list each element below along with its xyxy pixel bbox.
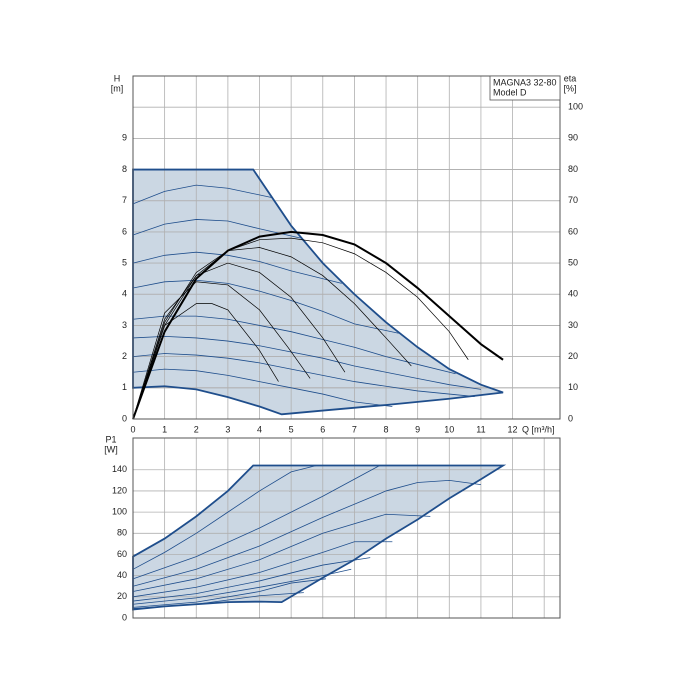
legend-box bbox=[489, 75, 561, 101]
y2-tick-label: 20 bbox=[568, 351, 578, 361]
performance-curve bbox=[132, 592, 304, 609]
x-tick-label: 7 bbox=[352, 424, 357, 434]
y-tick-label: 6 bbox=[122, 226, 127, 236]
y-tick-label: 140 bbox=[112, 464, 127, 474]
efficiency-curve bbox=[132, 237, 469, 420]
y-tick-label: 9 bbox=[122, 133, 127, 143]
y2-tick-label: 90 bbox=[568, 133, 578, 143]
x-tick-label: 12 bbox=[508, 424, 518, 434]
y-tick-label: 80 bbox=[117, 528, 127, 538]
x-tick-label: 11 bbox=[476, 424, 485, 434]
plot: 0 20 40 60 80 100 120 140 bbox=[112, 437, 561, 622]
y-unit: [W] bbox=[104, 444, 118, 454]
y-label: P1 bbox=[105, 434, 116, 444]
y-tick-label: 7 bbox=[122, 195, 127, 205]
performance-curve bbox=[132, 541, 393, 598]
x-tick-label: 0 bbox=[130, 424, 135, 434]
y2-tick-label: 0 bbox=[568, 413, 573, 423]
x-tick-label: 2 bbox=[194, 424, 199, 434]
performance-curve bbox=[132, 368, 393, 407]
performance-curve bbox=[132, 479, 481, 587]
efficiency-curve bbox=[132, 281, 311, 420]
performance-curve bbox=[132, 465, 380, 580]
y-tick-label: 2 bbox=[122, 351, 127, 361]
x-tick-label: 4 bbox=[257, 424, 262, 434]
performance-curve bbox=[132, 513, 431, 592]
y-label: H bbox=[114, 73, 121, 83]
plot: 0 1 2 3 4 5 6 7 8 9 10 11 12012345678901020304050607… bbox=[122, 75, 583, 434]
y-tick-label: 120 bbox=[112, 485, 127, 495]
y2-tick-label: 100 bbox=[568, 102, 583, 112]
y2-tick-label: 10 bbox=[568, 382, 578, 392]
y-tick-label: 3 bbox=[122, 320, 127, 330]
x-tick-label: 3 bbox=[225, 424, 230, 434]
x-tick-label: 9 bbox=[415, 424, 420, 434]
y-tick-label: 0 bbox=[122, 612, 127, 622]
performance-curve bbox=[132, 184, 273, 205]
x-label: Q [m³/h] bbox=[522, 424, 555, 434]
x-tick-label: 10 bbox=[444, 424, 454, 434]
legend-text: MAGNA3 32-80 bbox=[493, 77, 557, 87]
y-tick-label: 20 bbox=[117, 591, 127, 601]
y2-tick-label: 80 bbox=[568, 164, 578, 174]
y2-tick-label: 30 bbox=[568, 320, 578, 330]
x-tick-label: 8 bbox=[384, 424, 389, 434]
y2-tick-label: 60 bbox=[568, 226, 578, 236]
y-tick-label: 1 bbox=[122, 382, 127, 392]
y2-tick-label: 40 bbox=[568, 289, 578, 299]
y-tick-label: 5 bbox=[122, 257, 127, 267]
y-unit: [m] bbox=[111, 83, 124, 93]
plot-frame bbox=[132, 437, 561, 619]
y-tick-label: 8 bbox=[122, 164, 127, 174]
efficiency-curve bbox=[132, 303, 279, 420]
plot-frame bbox=[132, 75, 561, 420]
performance-curve bbox=[132, 465, 317, 570]
y2-unit: [%] bbox=[563, 83, 576, 93]
y2-tick-label: 70 bbox=[568, 195, 578, 205]
performance-curve bbox=[132, 578, 326, 608]
operating-area-outline bbox=[132, 168, 504, 416]
y-tick-label: 60 bbox=[117, 549, 127, 559]
performance-curve bbox=[132, 568, 352, 605]
y2-tick-label: 50 bbox=[568, 257, 578, 267]
y-tick-label: 40 bbox=[117, 570, 127, 580]
x-tick-label: 6 bbox=[320, 424, 325, 434]
x-tick-label: 1 bbox=[162, 424, 167, 434]
x-tick-label: 5 bbox=[289, 424, 294, 434]
y-tick-label: 4 bbox=[122, 289, 127, 299]
efficiency-curve bbox=[132, 230, 504, 420]
performance-curve bbox=[132, 279, 399, 334]
y-tick-label: 0 bbox=[122, 413, 127, 423]
performance-curve bbox=[132, 353, 475, 397]
efficiency-curve bbox=[132, 262, 346, 420]
performance-curve bbox=[132, 557, 371, 602]
y2-label: eta bbox=[564, 73, 577, 83]
performance-curve bbox=[132, 315, 456, 375]
y-tick-label: 100 bbox=[112, 506, 127, 516]
performance-curve bbox=[132, 219, 301, 239]
performance-curve bbox=[132, 251, 342, 284]
operating-area bbox=[133, 169, 504, 415]
operating-area bbox=[133, 465, 504, 610]
performance-curve bbox=[132, 335, 481, 390]
legend-text: Model D bbox=[493, 87, 527, 97]
